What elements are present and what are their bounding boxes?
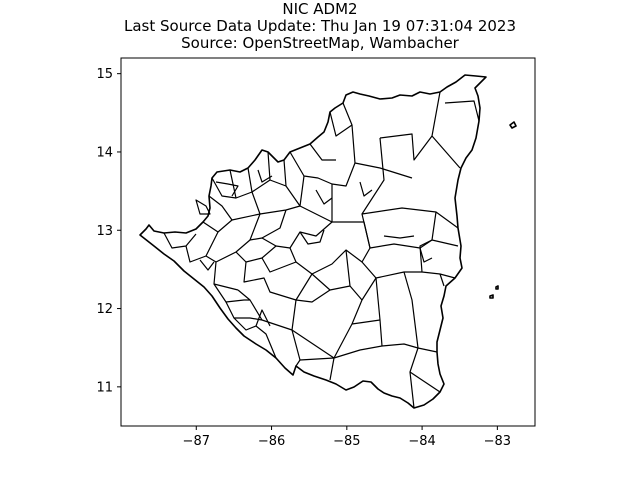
- y-tick-label: 13: [96, 224, 113, 239]
- division-line: [291, 329, 301, 361]
- islet-boundary-b: [489, 294, 494, 299]
- update-subtitle: Last Source Data Update: Thu Jan 19 07:3…: [123, 17, 517, 35]
- division-line: [213, 261, 239, 291]
- y-tick-label: 11: [96, 380, 113, 395]
- y-tick-label: 12: [96, 302, 113, 317]
- x-tick-label: −85: [333, 434, 360, 449]
- division-line: [329, 345, 383, 381]
- division-line: [199, 259, 215, 271]
- division-line: [419, 247, 433, 263]
- division-line: [295, 357, 335, 367]
- x-tick-label: −84: [408, 434, 435, 449]
- division-line: [299, 175, 333, 223]
- division-line: [329, 111, 353, 137]
- division-line: [299, 229, 325, 245]
- division-line: [295, 289, 331, 303]
- division-line: [249, 237, 277, 247]
- adm2-divisions: [163, 91, 480, 409]
- division-line: [361, 213, 422, 279]
- division-line: [163, 232, 197, 249]
- division-line: [243, 261, 297, 301]
- division-line: [315, 189, 333, 205]
- division-line: [291, 277, 377, 359]
- division-line: [351, 319, 381, 325]
- islet-boundary-a: [495, 285, 499, 290]
- y-tick-label: 14: [96, 145, 113, 160]
- axes-frame: [120, 57, 536, 427]
- division-line: [361, 137, 459, 229]
- division-line: [419, 211, 456, 279]
- division-line: [255, 309, 271, 327]
- division-line: [261, 257, 297, 273]
- axis-ticks: −87 −86 −85 −84 −83 11 12 13 14 15: [96, 67, 511, 449]
- division-line: [195, 199, 211, 215]
- division-line: [261, 209, 287, 239]
- division-line: [383, 235, 415, 239]
- division-line: [237, 289, 293, 331]
- country-outline: [139, 74, 517, 409]
- x-tick-label: −83: [484, 434, 511, 449]
- mainland-boundary: [139, 74, 487, 409]
- title-block: NIC ADM2 Last Source Data Update: Thu Ja…: [0, 0, 640, 52]
- division-line: [208, 195, 261, 221]
- division-line: [225, 301, 263, 321]
- corn-island-boundary: [509, 121, 517, 129]
- division-line: [309, 143, 336, 161]
- division-line: [409, 371, 441, 393]
- division-line: [291, 249, 363, 331]
- division-line: [345, 249, 363, 301]
- division-line: [359, 181, 373, 197]
- x-tick-label: −86: [258, 434, 285, 449]
- division-line: [205, 213, 261, 263]
- y-tick-label: 15: [96, 67, 113, 82]
- division-line: [289, 151, 356, 187]
- division-line: [283, 159, 301, 207]
- division-line: [311, 273, 351, 291]
- division-line: [375, 277, 438, 353]
- division-line: [439, 273, 445, 287]
- map-title: NIC ADM2: [282, 0, 358, 18]
- division-line: [403, 271, 419, 349]
- division-line: [185, 231, 219, 263]
- division-line: [215, 181, 239, 197]
- division-line: [229, 169, 301, 215]
- division-line: [444, 100, 480, 122]
- division-line: [202, 219, 233, 233]
- division-line: [289, 221, 333, 275]
- division-line: [331, 184, 459, 249]
- division-line: [409, 347, 419, 409]
- division-line: [211, 177, 237, 199]
- division-line: [257, 169, 273, 183]
- division-line: [379, 133, 433, 161]
- division-line: [213, 283, 250, 303]
- division-line: [267, 151, 287, 187]
- x-tick-label: −87: [183, 434, 210, 449]
- source-subtitle: Source: OpenStreetMap, Wambacher: [181, 34, 459, 52]
